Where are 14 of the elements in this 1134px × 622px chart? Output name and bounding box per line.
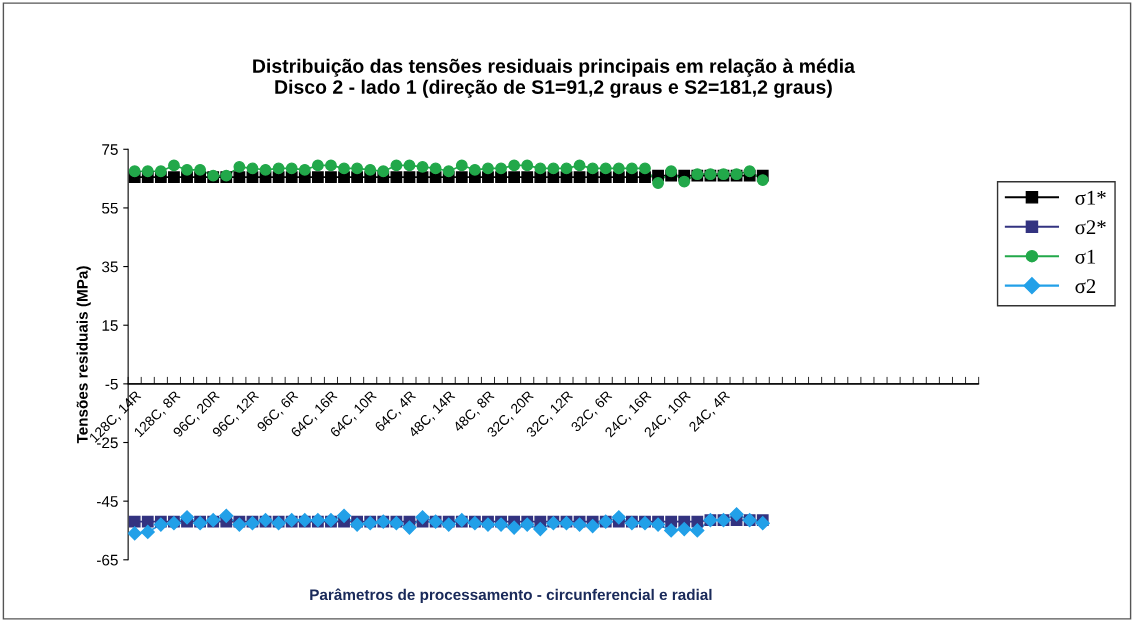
y-tick-label: -45 bbox=[97, 496, 118, 507]
legend-label: σ2 bbox=[1075, 279, 1096, 294]
y-axis-title: Tensões residuais (MPa) bbox=[76, 266, 91, 444]
y-tick-label: 15 bbox=[102, 320, 118, 331]
x-axis-title: Parâmetros de processamento - circunferencial e radial bbox=[310, 588, 712, 604]
chart-title: Distribuição das tensões residuais principais em relação à média Disco 2 - lado 1 (direção de S1=91,2 graus e S2=181,2 graus) bbox=[253, 58, 856, 98]
y-tick-label: 35 bbox=[102, 261, 118, 273]
legend-label: σ1* bbox=[1075, 190, 1106, 205]
y-tick-label: -65 bbox=[97, 554, 118, 566]
legend-label: σ1 bbox=[1075, 249, 1096, 264]
legend-label: σ2* bbox=[1075, 220, 1106, 235]
y-tick-label: 75 bbox=[102, 144, 118, 155]
y-tick-label: -5 bbox=[105, 378, 118, 390]
y-tick-label: 55 bbox=[102, 202, 118, 214]
